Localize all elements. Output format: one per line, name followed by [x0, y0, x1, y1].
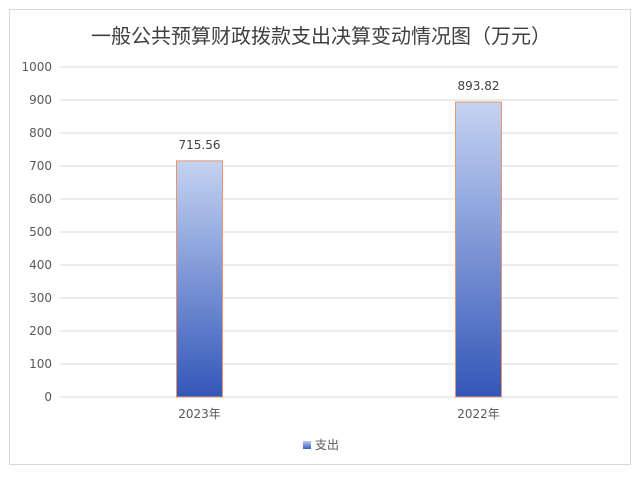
y-tick-label: 600 — [29, 192, 52, 206]
bar — [176, 160, 223, 398]
y-tick-label: 700 — [29, 159, 52, 173]
y-tick-label: 0 — [44, 390, 52, 404]
y-tick-label: 500 — [29, 225, 52, 239]
chart-frame — [9, 9, 631, 465]
gridlines — [60, 66, 618, 398]
legend: 支出 — [0, 436, 642, 453]
bar — [455, 101, 502, 398]
y-tick-label: 800 — [29, 126, 52, 140]
legend-swatch — [302, 441, 311, 449]
y-axis-ticks: 0 100 200 300 400 500 600 700 800 900 1000 — [21, 60, 52, 404]
y-tick-label: 900 — [29, 93, 52, 107]
bars: 715.56 893.82 — [176, 79, 502, 398]
x-axis-ticks: 2023年 2022年 — [178, 407, 500, 421]
y-tick-label: 100 — [29, 357, 52, 371]
x-tick-label: 2023年 — [178, 407, 221, 421]
x-tick-label: 2022年 — [457, 407, 500, 421]
chart-title: 一般公共预算财政拨款支出决算变动情况图（万元） — [91, 24, 551, 48]
data-label: 893.82 — [458, 79, 500, 93]
y-tick-label: 1000 — [21, 60, 52, 74]
y-tick-label: 400 — [29, 258, 52, 272]
data-label: 715.56 — [179, 138, 221, 152]
y-tick-label: 300 — [29, 291, 52, 305]
y-tick-label: 200 — [29, 324, 52, 338]
legend-label: 支出 — [314, 438, 339, 452]
